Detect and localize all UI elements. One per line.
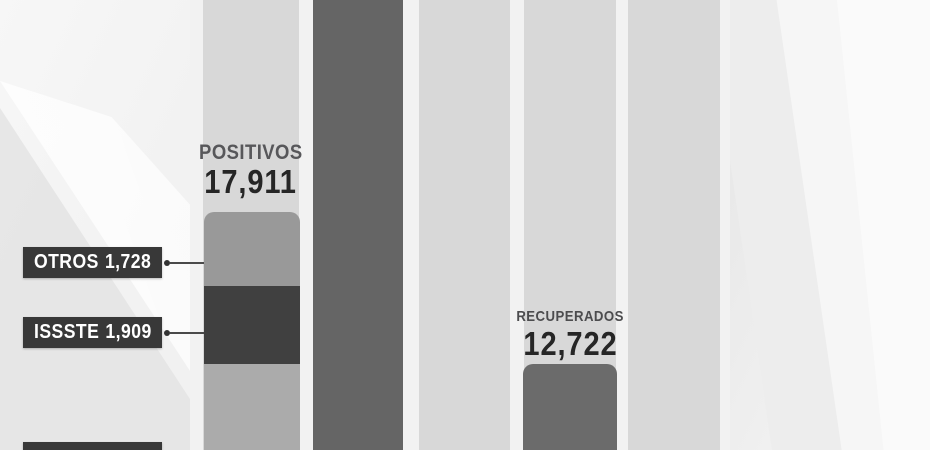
tall-dark-bar: [313, 0, 403, 450]
callout-cropped-bottom: [23, 442, 162, 450]
connector-line-issste: [170, 332, 204, 334]
recuperados-bar: [523, 364, 617, 450]
callout-issste-text: ISSSTE 1,909: [33, 321, 152, 343]
positivos-stacked-bar: [204, 212, 300, 450]
callout-otros: OTROS 1,728: [23, 247, 162, 278]
connector-dot-issste: [164, 330, 170, 336]
recuperados-value: 12,722: [522, 325, 618, 362]
connector-dot-otros: [164, 260, 170, 266]
segment-lower-cropped: [204, 364, 300, 450]
track-column-2: [419, 0, 510, 450]
recuperados-label: RECUPERADOS: [516, 308, 624, 325]
segment-otros: [204, 212, 300, 286]
positivos-value: 17,911: [204, 163, 298, 200]
track-column-4: [628, 0, 720, 450]
callout-issste: ISSSTE 1,909: [23, 317, 162, 348]
callout-otros-text: OTROS 1,728: [33, 251, 152, 273]
connector-line-otros: [170, 262, 204, 264]
positivos-label: POSITIVOS: [199, 141, 303, 164]
recuperados-header: RECUPERADOS 12,722: [494, 308, 646, 362]
segment-issste: [204, 286, 300, 364]
positivos-header: POSITIVOS 17,911: [176, 142, 326, 198]
